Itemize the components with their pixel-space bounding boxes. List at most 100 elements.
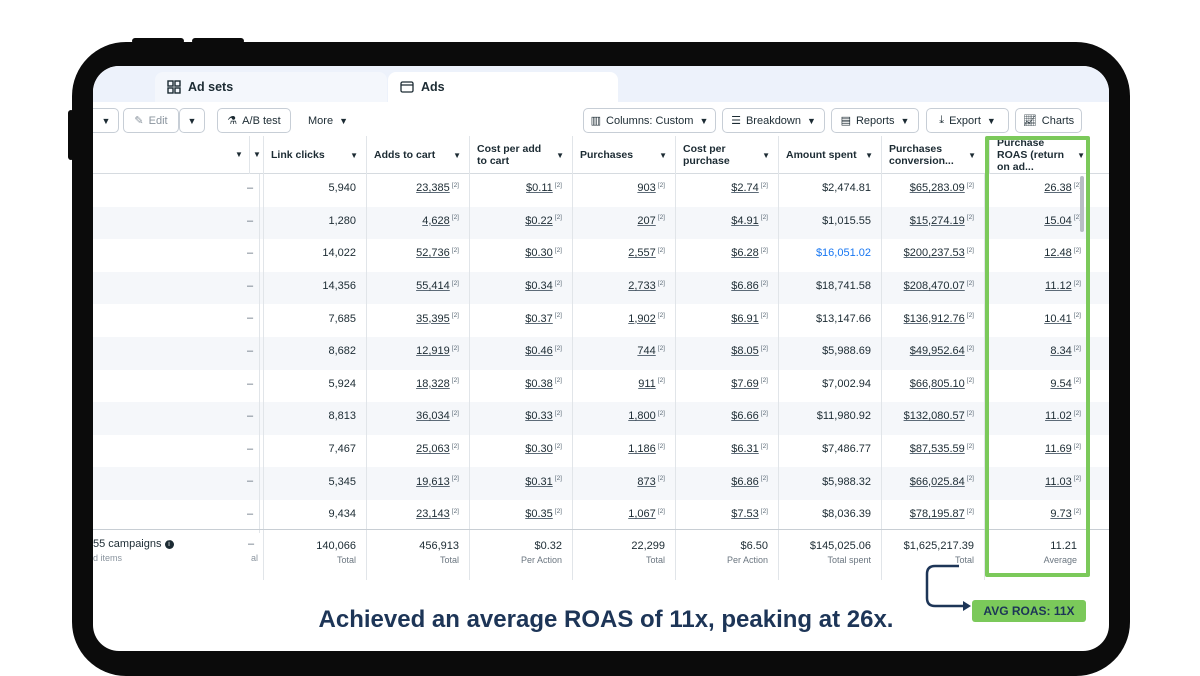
table-row[interactable]: –7,467 25,063 [2] $0.30 [2] 1,186 [2] $6.31 [2] $… bbox=[93, 434, 1109, 468]
cell-conv[interactable]: $66,025.84 [2] bbox=[881, 467, 984, 500]
header-purchases[interactable]: Purchases ▼ bbox=[572, 136, 675, 174]
cell-roas[interactable]: 11.12 [2] bbox=[984, 271, 1089, 305]
info-icon[interactable]: i bbox=[164, 540, 174, 549]
header-purchase-roas[interactable]: Purchase ROAS (return on ad... ▼ bbox=[989, 136, 1089, 174]
chevron-down-icon[interactable]: ▼ bbox=[235, 150, 243, 159]
cell-purchases[interactable]: 2,557 [2] bbox=[572, 239, 675, 272]
header-adds-to-cart[interactable]: Adds to cart ▼ bbox=[366, 136, 469, 174]
cell-cpp[interactable]: $6.86 [2] bbox=[675, 271, 778, 305]
cell-purchases[interactable]: 2,733 [2] bbox=[572, 271, 675, 305]
cell-purchases[interactable]: 1,186 [2] bbox=[572, 434, 675, 468]
cell-cpp[interactable]: $8.05 [2] bbox=[675, 337, 778, 370]
cell-cpp[interactable]: $7.53 [2] bbox=[675, 500, 778, 533]
header-cost-per-purchase[interactable]: Cost per purchase ▼ bbox=[675, 136, 778, 174]
export-button[interactable]: ⤓ Export ▼ bbox=[926, 108, 1009, 133]
cell-cpp[interactable]: $6.91 [2] bbox=[675, 304, 778, 337]
tab-ad-sets[interactable]: Ad sets bbox=[155, 72, 387, 102]
cell-purchases[interactable]: 744 [2] bbox=[572, 337, 675, 370]
cell-conv[interactable]: $132,080.57 [2] bbox=[881, 402, 984, 435]
header-amount-spent[interactable]: Amount spent ▼ bbox=[778, 136, 881, 174]
charts-button[interactable]: 📈︎ Charts bbox=[1015, 108, 1082, 133]
cell-cpp[interactable]: $7.69 [2] bbox=[675, 369, 778, 403]
table-row[interactable]: –8,813 36,034 [2] $0.33 [2] 1,800 [2] $6.66 [2] $… bbox=[93, 402, 1109, 435]
cell-cpp[interactable]: $4.91 [2] bbox=[675, 206, 778, 240]
cell-roas[interactable]: 9.54 [2] bbox=[984, 369, 1089, 403]
cell-adds-to-cart[interactable]: 25,063 [2] bbox=[366, 434, 469, 468]
cell-adds-to-cart[interactable]: 19,613 [2] bbox=[366, 467, 469, 500]
cell-cpatc[interactable]: $0.37 [2] bbox=[469, 304, 572, 337]
table-row[interactable]: –14,356 55,414 [2] $0.34 [2] 2,733 [2] $6.86 [2]… bbox=[93, 271, 1109, 305]
more-button[interactable]: More ▼ bbox=[303, 108, 353, 133]
cell-cpatc[interactable]: $0.33 [2] bbox=[469, 402, 572, 435]
table-row[interactable]: –5,345 19,613 [2] $0.31 [2] 873 [2] $6.86 [2] $5,… bbox=[93, 467, 1109, 500]
cell-cpatc[interactable]: $0.30 [2] bbox=[469, 434, 572, 468]
cell-roas[interactable]: 10.41 [2] bbox=[984, 304, 1089, 337]
header-link-clicks[interactable]: Link clicks ▼ bbox=[263, 136, 366, 174]
cell-adds-to-cart[interactable]: 18,328 [2] bbox=[366, 369, 469, 403]
reports-button[interactable]: ▤ Reports ▼ bbox=[831, 108, 919, 133]
cell-conv[interactable]: $49,952.64 [2] bbox=[881, 337, 984, 370]
cell-purchases[interactable]: 911 [2] bbox=[572, 369, 675, 403]
cell-adds-to-cart[interactable]: 23,385 [2] bbox=[366, 174, 469, 207]
cell-roas[interactable]: 12.48 [2] bbox=[984, 239, 1089, 272]
tab-ads[interactable]: Ads bbox=[388, 72, 618, 102]
table-row[interactable]: –8,682 12,919 [2] $0.46 [2] 744 [2] $8.05 [2] $5,… bbox=[93, 337, 1109, 370]
cell-cpp[interactable]: $6.31 [2] bbox=[675, 434, 778, 468]
columns-button[interactable]: ▥ Columns: Custom ▼ bbox=[583, 108, 716, 133]
cell-purchases[interactable]: 873 [2] bbox=[572, 467, 675, 500]
cell-roas[interactable]: 11.03 [2] bbox=[984, 467, 1089, 500]
cell-adds-to-cart[interactable]: 55,414 [2] bbox=[366, 271, 469, 305]
cell-adds-to-cart[interactable]: 52,736 [2] bbox=[366, 239, 469, 272]
cell-roas[interactable]: 9.73 [2] bbox=[984, 500, 1089, 533]
cell-conv[interactable]: $87,535.59 [2] bbox=[881, 434, 984, 468]
header-cost-per-add-to-cart[interactable]: Cost per add to cart ▼ bbox=[469, 136, 572, 174]
cell-cpatc[interactable]: $0.34 [2] bbox=[469, 271, 572, 305]
cell-cpatc[interactable]: $0.22 [2] bbox=[469, 206, 572, 240]
cell-roas[interactable]: 11.69 [2] bbox=[984, 434, 1089, 468]
cell-conv[interactable]: $200,237.53 [2] bbox=[881, 239, 984, 272]
cell-conv[interactable]: $15,274.19 [2] bbox=[881, 206, 984, 240]
cell-conv[interactable]: $78,195.87 [2] bbox=[881, 500, 984, 533]
cell-roas[interactable]: 15.04 [2] bbox=[984, 206, 1089, 240]
cell-cpp[interactable]: $6.86 [2] bbox=[675, 467, 778, 500]
scrollbar[interactable] bbox=[1080, 176, 1084, 232]
column-menu[interactable]: ▼ bbox=[249, 136, 263, 174]
table-row[interactable]: –5,940 23,385 [2] $0.11 [2] 903 [2] $2.74 [2] $2,… bbox=[93, 174, 1109, 207]
cell-purchases[interactable]: 1,800 [2] bbox=[572, 402, 675, 435]
table-row[interactable]: –9,434 23,143 [2] $0.35 [2] 1,067 [2] $7.53 [2] $… bbox=[93, 500, 1109, 533]
cell-purchases[interactable]: 903 [2] bbox=[572, 174, 675, 207]
cell-cpp[interactable]: $6.66 [2] bbox=[675, 402, 778, 435]
cell-cpp[interactable]: $2.74 [2] bbox=[675, 174, 778, 207]
table-row[interactable]: –1,280 4,628 [2] $0.22 [2] 207 [2] $4.91 [2] $1,0… bbox=[93, 206, 1109, 240]
cell-adds-to-cart[interactable]: 23,143 [2] bbox=[366, 500, 469, 533]
cell-roas[interactable]: 8.34 [2] bbox=[984, 337, 1089, 370]
cell-conv[interactable]: $136,912.76 [2] bbox=[881, 304, 984, 337]
cell-cpatc[interactable]: $0.46 [2] bbox=[469, 337, 572, 370]
ab-test-button[interactable]: ⚗ A/B test bbox=[217, 108, 291, 133]
cell-purchases[interactable]: 1,902 [2] bbox=[572, 304, 675, 337]
cell-conv[interactable]: $66,805.10 [2] bbox=[881, 369, 984, 403]
cell-cpatc[interactable]: $0.31 [2] bbox=[469, 467, 572, 500]
table-row[interactable]: –5,924 18,328 [2] $0.38 [2] 911 [2] $7.69 [2] $7,… bbox=[93, 369, 1109, 403]
cell-adds-to-cart[interactable]: 4,628 [2] bbox=[366, 206, 469, 240]
cell-cpatc[interactable]: $0.38 [2] bbox=[469, 369, 572, 403]
dropdown-button[interactable]: ▼ bbox=[93, 108, 119, 133]
cell-purchases[interactable]: 207 [2] bbox=[572, 206, 675, 240]
cell-roas[interactable]: 11.02 [2] bbox=[984, 402, 1089, 435]
cell-cpatc[interactable]: $0.30 [2] bbox=[469, 239, 572, 272]
header-purchases-conversion[interactable]: Purchases conversion... ▼ bbox=[881, 136, 984, 174]
cell-adds-to-cart[interactable]: 35,395 [2] bbox=[366, 304, 469, 337]
cell-roas[interactable]: 26.38 [2] bbox=[984, 174, 1089, 207]
table-row[interactable]: –14,022 52,736 [2] $0.30 [2] 2,557 [2] $6.28 [2]… bbox=[93, 239, 1109, 272]
table-row[interactable]: –7,685 35,395 [2] $0.37 [2] 1,902 [2] $6.91 [2] $… bbox=[93, 304, 1109, 337]
cell-adds-to-cart[interactable]: 36,034 [2] bbox=[366, 402, 469, 435]
edit-button[interactable]: ✎ Edit bbox=[123, 108, 179, 133]
cell-cpp[interactable]: $6.28 [2] bbox=[675, 239, 778, 272]
cell-cpatc[interactable]: $0.35 [2] bbox=[469, 500, 572, 533]
cell-conv[interactable]: $65,283.09 [2] bbox=[881, 174, 984, 207]
cell-adds-to-cart[interactable]: 12,919 [2] bbox=[366, 337, 469, 370]
edit-dropdown-button[interactable]: ▼ bbox=[179, 108, 205, 133]
cell-cpatc[interactable]: $0.11 [2] bbox=[469, 174, 572, 207]
cell-conv[interactable]: $208,470.07 [2] bbox=[881, 271, 984, 305]
breakdown-button[interactable]: ☰ Breakdown ▼ bbox=[722, 108, 825, 133]
